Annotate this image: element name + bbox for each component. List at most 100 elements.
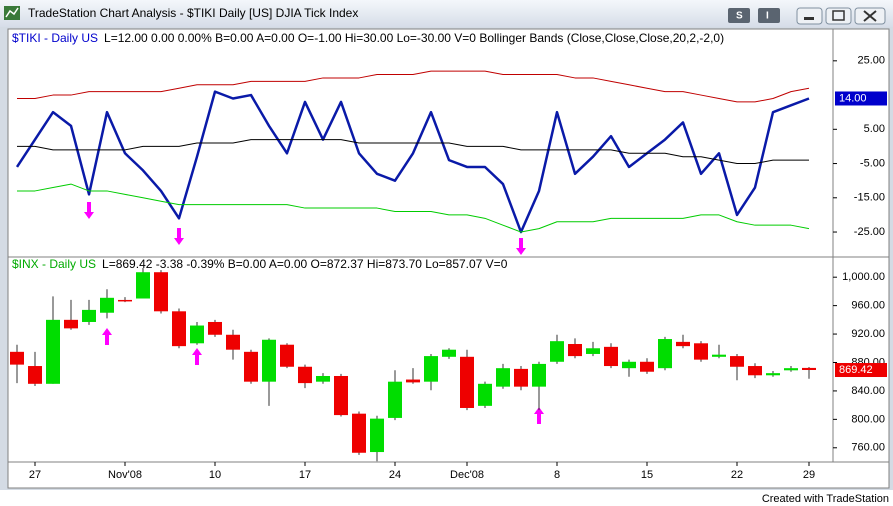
candle-body bbox=[460, 356, 474, 408]
arrow bbox=[84, 202, 94, 219]
candle-body bbox=[316, 375, 330, 382]
candle-body bbox=[298, 366, 312, 384]
candle-body bbox=[604, 346, 618, 367]
series-line bbox=[15, 90, 810, 234]
candle-body bbox=[136, 272, 150, 299]
maximize-glyph bbox=[832, 10, 845, 21]
time-axis bbox=[7, 461, 890, 489]
candle-body bbox=[82, 309, 96, 322]
arrow bbox=[102, 328, 112, 345]
window-title: TradeStation Chart Analysis - $TIKI Dail… bbox=[28, 6, 358, 20]
y-tick-label: 25.00 bbox=[857, 55, 885, 67]
candle-body bbox=[514, 368, 528, 387]
x-tick-label: 24 bbox=[389, 469, 401, 481]
candle-body bbox=[28, 366, 42, 384]
candle-body bbox=[226, 334, 240, 350]
candle-body bbox=[640, 361, 654, 372]
candle-body bbox=[550, 341, 564, 362]
y-tick-label: -5.00 bbox=[860, 157, 885, 169]
arrow bbox=[516, 238, 526, 255]
x-tick-label: 8 bbox=[554, 469, 560, 481]
pane-header-name: $TIKI - Daily US bbox=[12, 31, 98, 45]
y-tick-label: 760.00 bbox=[851, 442, 885, 454]
candle-body bbox=[370, 418, 384, 453]
series-line bbox=[17, 183, 810, 233]
i-button-label[interactable]: I bbox=[766, 11, 769, 22]
candle-body bbox=[424, 356, 438, 382]
arrow bbox=[174, 228, 184, 245]
x-tick-label: 17 bbox=[299, 469, 311, 481]
candle-body bbox=[280, 344, 294, 367]
candle-body bbox=[442, 349, 456, 357]
candle-body bbox=[352, 413, 366, 453]
candle-body bbox=[190, 325, 204, 344]
candle-body bbox=[388, 381, 402, 418]
candle-body bbox=[10, 351, 24, 365]
y-tick-label: 800.00 bbox=[851, 413, 885, 425]
candle-body bbox=[586, 348, 600, 354]
candle-body bbox=[676, 341, 690, 347]
y-tick-label: 1,000.00 bbox=[842, 271, 885, 283]
s-button[interactable] bbox=[728, 8, 750, 23]
candle-body bbox=[46, 319, 60, 384]
x-tick-label: Dec'08 bbox=[450, 469, 484, 481]
app-icon-glyph bbox=[5, 7, 19, 18]
arrow bbox=[192, 348, 202, 365]
minimize-button[interactable] bbox=[796, 7, 823, 25]
y-tick-label: 960.00 bbox=[851, 300, 885, 312]
candle-body bbox=[730, 356, 744, 367]
candle-body bbox=[244, 351, 258, 382]
x-tick-label: 29 bbox=[803, 469, 815, 481]
last-value-box bbox=[835, 91, 887, 106]
series-line bbox=[17, 70, 810, 103]
s-button-label[interactable]: S bbox=[736, 11, 743, 22]
x-tick-label: 10 bbox=[209, 469, 221, 481]
candle-body bbox=[748, 366, 762, 376]
series-line bbox=[17, 139, 809, 165]
candle-body bbox=[622, 361, 636, 369]
y-tick-label: -15.00 bbox=[854, 192, 885, 204]
candle-body bbox=[712, 354, 726, 357]
candle-body bbox=[406, 379, 420, 383]
y-tick-label: 5.00 bbox=[864, 123, 885, 135]
i-button[interactable] bbox=[758, 8, 780, 23]
x-tick-label: 27 bbox=[29, 469, 41, 481]
candle-body bbox=[694, 343, 708, 360]
x-tick-label: 22 bbox=[731, 469, 743, 481]
footer: Created with TradeStation bbox=[762, 493, 889, 505]
x-tick-label: 15 bbox=[641, 469, 653, 481]
arrow bbox=[534, 407, 544, 424]
candle-body bbox=[154, 272, 168, 312]
x-tick-label: Nov'08 bbox=[108, 469, 142, 481]
y-tick-label: 920.00 bbox=[851, 328, 885, 340]
candle-body bbox=[208, 321, 222, 335]
pane-header-stats: L=12.00 0.00 0.00% B=0.00 A=0.00 O=-1.00… bbox=[104, 31, 724, 45]
footer-bg bbox=[0, 490, 893, 506]
arrows bbox=[84, 202, 544, 424]
close-glyph bbox=[863, 10, 877, 22]
candle-body bbox=[64, 319, 78, 329]
candle-body bbox=[658, 339, 672, 369]
candle-body bbox=[802, 367, 816, 371]
candle-body bbox=[766, 373, 780, 376]
candle-body bbox=[100, 297, 114, 313]
candle-body bbox=[568, 344, 582, 357]
plot-area bbox=[7, 28, 834, 463]
candle-body bbox=[118, 299, 132, 302]
last-value-label: 869.42 bbox=[839, 364, 873, 376]
candle-body bbox=[262, 339, 276, 382]
pane-header-name: $INX - Daily US bbox=[12, 257, 96, 271]
minimize-glyph bbox=[804, 17, 814, 20]
candle-body bbox=[334, 375, 348, 416]
last-value-box bbox=[835, 363, 887, 378]
candle-body bbox=[496, 368, 510, 387]
candle-body bbox=[172, 311, 186, 347]
y-tick-label: 840.00 bbox=[851, 385, 885, 397]
candle-body bbox=[784, 368, 798, 371]
candle-body bbox=[478, 383, 492, 406]
pane-header-stats: L=869.42 -3.38 -0.39% B=0.00 A=0.00 O=87… bbox=[102, 257, 508, 271]
y-tick-label: -25.00 bbox=[854, 226, 885, 238]
candle-body bbox=[532, 363, 546, 387]
last-value-label: 14.00 bbox=[839, 92, 867, 104]
